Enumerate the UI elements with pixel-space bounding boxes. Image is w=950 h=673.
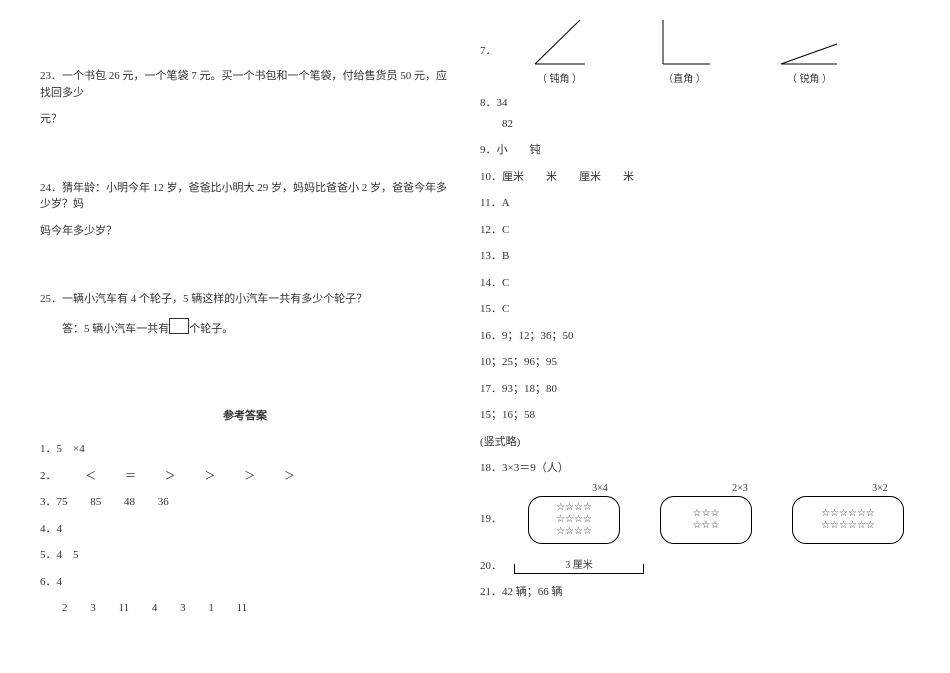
sb1-r2: ☆☆☆☆ <box>539 526 609 538</box>
ans-8-l1: 8．34 <box>480 95 920 112</box>
a2-p1: ＜ <box>85 470 96 482</box>
sb3-r0: ☆☆☆☆☆☆ <box>803 508 893 520</box>
star-label-2: 3×2 <box>840 483 920 494</box>
a6s-3: 4 <box>152 602 158 614</box>
a3-p3: 36 <box>158 496 169 508</box>
answers-heading: 参考答案 <box>40 407 450 423</box>
q25-line1: 25．一辆小汽车有 4 个轮子，5 辆这样的小汽车一共有多少个轮子？ <box>40 291 450 308</box>
ans-9: 9．小 钝 <box>480 142 920 159</box>
a3-p0: 3．75 <box>40 496 68 508</box>
ans-3: 3．75 85 48 36 <box>40 494 450 511</box>
a3-p2: 48 <box>124 496 135 508</box>
a2-p2: ＝ <box>125 470 136 482</box>
ans-11: 11．A <box>480 195 920 212</box>
q24-line1: 24．猜年龄：小明今年 12 岁，爸爸比小明大 29 岁，妈妈比爸爸小 2 岁，… <box>40 180 450 213</box>
a2-p3: ＞ <box>165 470 176 482</box>
sb3-r1: ☆☆☆☆☆☆ <box>803 520 893 532</box>
ans-6-sub: 2 3 11 4 3 1 11 <box>62 600 450 617</box>
sb2-r1: ☆☆☆ <box>671 520 741 532</box>
right-angle-icon <box>655 16 715 66</box>
acute-angle-icon <box>775 16 845 66</box>
star-label-0: 3×4 <box>560 483 640 494</box>
a6s-4: 3 <box>180 602 186 614</box>
ans-8-l2: 82 <box>502 116 920 133</box>
angle-label-1: （直角 ） <box>655 70 715 85</box>
ans-17b: 15；16；58 <box>480 407 920 424</box>
ans-12: 12．C <box>480 222 920 239</box>
ans-18: 18．3×3＝9（人） <box>480 460 920 477</box>
ruler-line <box>514 573 644 574</box>
right-column: 7． （ 钝角 ） （直角 ） <box>480 10 920 663</box>
a2-p4: ＞ <box>205 470 216 482</box>
left-column: 23．一个书包 26 元，一个笔袋 7 元。买一个书包和一个笔袋，付给售货员 5… <box>40 10 480 663</box>
ans-19-num: 19． <box>480 511 502 528</box>
q23-line2: 元？ <box>40 111 450 128</box>
star-box-3: ☆☆☆☆☆☆ ☆☆☆☆☆☆ <box>792 496 904 544</box>
sb1-r1: ☆☆☆☆ <box>539 514 609 526</box>
angle-obtuse: （ 钝角 ） <box>525 16 595 85</box>
q24-line2: 妈今年多少岁？ <box>40 223 450 240</box>
q25-answer-line: 答：5 辆小汽车一共有 个轮子。 <box>62 318 450 338</box>
ans-4: 4．4 <box>40 521 450 538</box>
ans-20-row: 20． 3 厘米 <box>480 558 920 575</box>
angles-row: （ 钝角 ） （直角 ） （ 锐角 ） <box>525 16 845 85</box>
a6s-6: 11 <box>237 602 248 614</box>
ruler-graphic: 3 厘米 <box>514 558 644 574</box>
sb1-r0: ☆☆☆☆ <box>539 502 609 514</box>
ans-2: 2． ＜ ＝ ＞ ＞ ＞ ＞ <box>40 468 450 485</box>
star-label-1: 2×3 <box>700 483 780 494</box>
ans-5: 5．4 5 <box>40 547 450 564</box>
sb2-r0: ☆☆☆ <box>671 508 741 520</box>
ans-13: 13．B <box>480 248 920 265</box>
star-box-2: ☆☆☆ ☆☆☆ <box>660 496 752 544</box>
star-header-row: 3×4 2×3 3×2 <box>560 483 920 494</box>
q23-line1: 23．一个书包 26 元，一个笔袋 7 元。买一个书包和一个笔袋，付给售货员 5… <box>40 68 450 101</box>
angle-acute: （ 锐角 ） <box>775 16 845 85</box>
angle-right: （直角 ） <box>655 16 715 85</box>
ans-15: 15．C <box>480 301 920 318</box>
ans-20-num: 20． <box>480 558 502 575</box>
a2-p6: ＞ <box>284 470 295 482</box>
a2-p0: 2． <box>40 470 57 482</box>
ans-14: 14．C <box>480 275 920 292</box>
ans-17: 17．93；18；80 <box>480 381 920 398</box>
ans-16: 16．9；12；36；50 <box>480 328 920 345</box>
a6s-0: 2 <box>62 602 68 614</box>
q7-number: 7． <box>480 43 497 86</box>
a2-p5: ＞ <box>244 470 255 482</box>
ans-16b: 10；25；96；95 <box>480 354 920 371</box>
ans-6: 6．4 <box>40 574 450 591</box>
q25-ans-pre: 答：5 辆小汽车一共有 <box>62 323 169 335</box>
a6s-1: 3 <box>90 602 96 614</box>
stars-row: ☆☆☆☆ ☆☆☆☆ ☆☆☆☆ ☆☆☆ ☆☆☆ ☆☆☆☆☆☆ ☆☆☆☆☆☆ <box>528 496 904 544</box>
ans-10: 10．厘米 米 厘米 米 <box>480 169 920 186</box>
a6s-2: 11 <box>119 602 130 614</box>
q25-ans-post: 个轮子。 <box>189 323 233 335</box>
a3-p1: 85 <box>90 496 101 508</box>
a6s-5: 1 <box>208 602 214 614</box>
star-box-1: ☆☆☆☆ ☆☆☆☆ ☆☆☆☆ <box>528 496 620 544</box>
worksheet-page: 23．一个书包 26 元，一个笔袋 7 元。买一个书包和一个笔袋，付给售货员 5… <box>0 0 950 673</box>
ruler-label: 3 厘米 <box>565 556 593 571</box>
ans-21: 21．42 辆；66 辆 <box>480 584 920 601</box>
angle-label-2: （ 锐角 ） <box>775 70 845 85</box>
angle-label-0: （ 钝角 ） <box>525 70 595 85</box>
ans-1: 1．5 ×4 <box>40 441 450 458</box>
ans-vertical: (竖式略) <box>480 434 920 451</box>
answer-blank-box <box>169 318 189 334</box>
obtuse-angle-icon <box>525 16 595 66</box>
